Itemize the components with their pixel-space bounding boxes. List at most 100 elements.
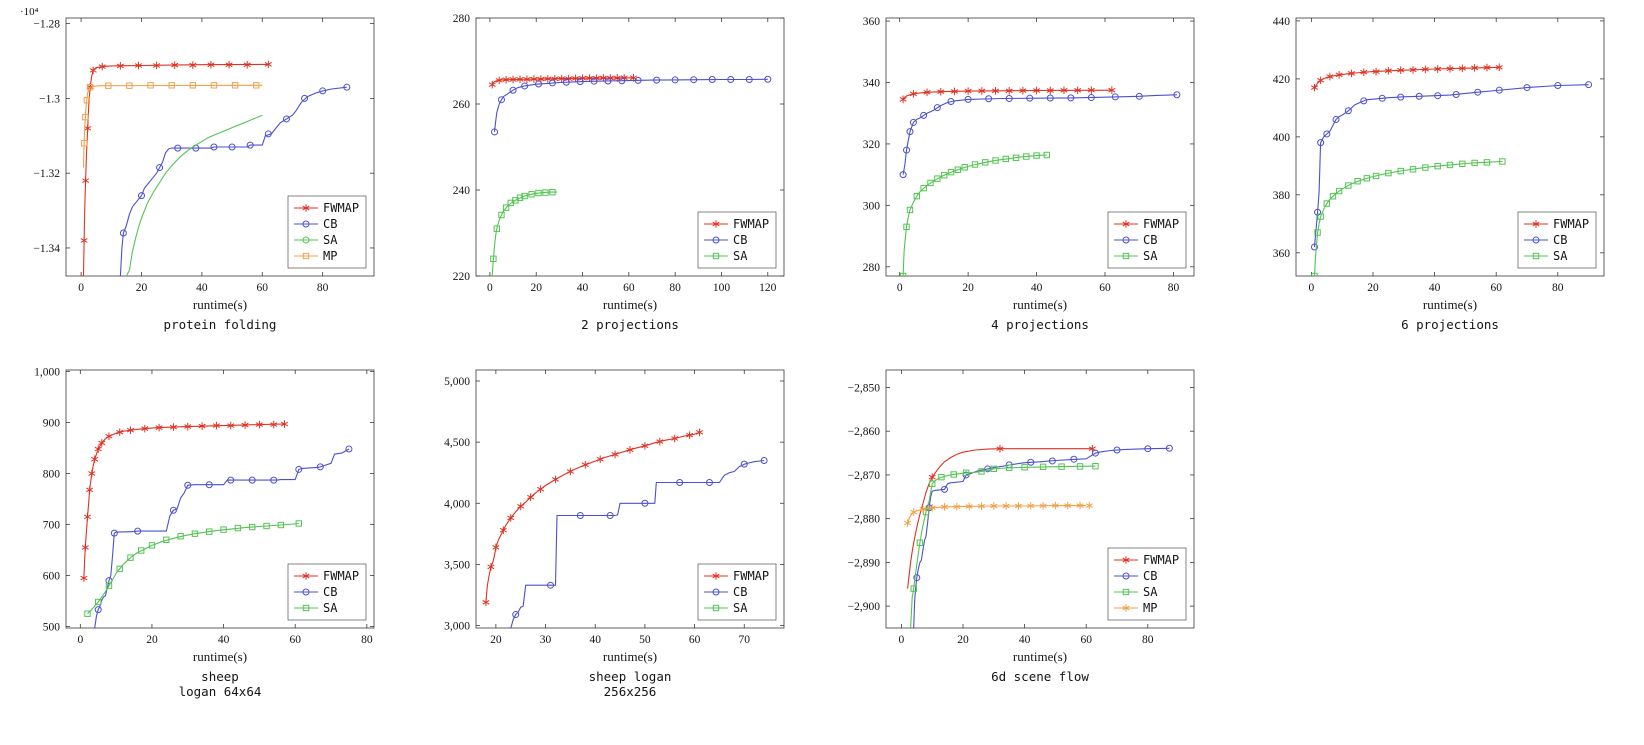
svg-text:20: 20 <box>962 282 974 294</box>
svg-text:260: 260 <box>453 99 471 111</box>
svg-text:0: 0 <box>77 634 83 646</box>
legend-label-MP: MP <box>323 249 337 263</box>
plot-area <box>80 60 351 276</box>
legend-label-SA: SA <box>1143 249 1158 263</box>
plot-area <box>904 444 1173 628</box>
svg-text:120: 120 <box>759 282 777 294</box>
legend-label-SA: SA <box>323 601 338 615</box>
series-line-CB <box>493 78 768 132</box>
series-marks-FWMAP <box>482 428 704 607</box>
svg-text:440: 440 <box>1273 16 1291 28</box>
series-marks-CB <box>119 83 351 237</box>
x-axis-label: runtime(s) <box>1423 297 1477 312</box>
svg-text:700: 700 <box>43 519 61 531</box>
legend-label-SA: SA <box>733 601 748 615</box>
svg-text:5,000: 5,000 <box>444 376 470 388</box>
series-line-SA <box>902 154 1047 276</box>
svg-text:800: 800 <box>43 469 61 481</box>
svg-text:300: 300 <box>863 200 881 212</box>
svg-text:70: 70 <box>739 634 751 646</box>
series-marks-FWMAP <box>899 86 1116 104</box>
svg-text:60: 60 <box>1099 282 1111 294</box>
legend: FWMAP CB SA <box>697 211 777 269</box>
plot-area <box>80 420 353 628</box>
svg-text:0: 0 <box>897 282 903 294</box>
svg-text:3,000: 3,000 <box>444 621 470 633</box>
legend-label-FWMAP: FWMAP <box>1553 217 1589 231</box>
plot-area <box>899 86 1181 276</box>
series-line-SA <box>1313 160 1503 276</box>
svg-text:20: 20 <box>490 634 502 646</box>
series-line-CB <box>913 447 1170 628</box>
plot-frame <box>885 369 1195 629</box>
svg-text:1,000: 1,000 <box>34 367 60 379</box>
series-line-SA <box>125 114 263 276</box>
svg-text:−1.32: −1.32 <box>33 168 60 180</box>
legend: FWMAP CB SA <box>1517 211 1597 269</box>
chart-title: 2 projections <box>581 317 679 332</box>
chart-protein-folding: 0 20 40 60 80 −1.28 −1.3 −1.32 −1.34 ·10⁴ FWMAP CB S… <box>14 4 386 354</box>
svg-text:4,000: 4,000 <box>444 498 470 510</box>
svg-text:60: 60 <box>1490 282 1502 294</box>
plot-area <box>488 73 772 276</box>
legend-label-FWMAP: FWMAP <box>1143 553 1179 567</box>
legend-label-SA: SA <box>1143 585 1158 599</box>
svg-text:80: 80 <box>317 282 329 294</box>
legend-label-CB: CB <box>1143 569 1157 583</box>
series-line-SA <box>491 191 558 276</box>
chart-svg-6d-scene-flow: 0 20 40 60 80 −2,850 −2,860 −2,870 −2,880 −2,890 −… <box>848 369 1195 684</box>
svg-text:0: 0 <box>1309 282 1315 294</box>
plot-frame <box>885 17 1195 277</box>
legend-label-MP: MP <box>1143 601 1157 615</box>
series-marks-FWMAP <box>488 73 638 89</box>
svg-text:340: 340 <box>863 78 881 90</box>
series-line-CB <box>1313 84 1589 248</box>
svg-text:600: 600 <box>43 570 61 582</box>
svg-text:−2,860: −2,860 <box>848 426 881 438</box>
svg-text:−2,900: −2,900 <box>848 601 881 613</box>
series-marks-SA <box>899 151 1051 276</box>
chart-sheep-logan-64: 0 20 40 60 80 500 600 700 800 900 1,000 FWMAP CB SA ru… <box>14 356 386 706</box>
plot-frame <box>65 17 375 277</box>
series-marks-CB <box>491 75 772 136</box>
legend-label-FWMAP: FWMAP <box>323 569 359 583</box>
svg-text:−1.34: −1.34 <box>33 243 60 255</box>
svg-text:900: 900 <box>43 418 61 430</box>
svg-text:280: 280 <box>863 262 881 274</box>
legend: FWMAP CB SA <box>287 563 367 621</box>
chart-svg-4-projections: 0 20 40 60 80 280 300 320 340 360 FWMAP CB SA runtime… <box>863 16 1195 332</box>
svg-text:80: 80 <box>1168 282 1180 294</box>
chart-sheep-logan-256: 20 30 40 50 60 70 3,000 3,500 4,000 4,500 5,000 FWM… <box>424 356 796 706</box>
plot-area <box>482 428 768 628</box>
chart-title: logan 64x64 <box>179 684 262 699</box>
axis-ticks: 0 20 40 60 80 500 600 700 800 900 1,000 <box>34 367 374 646</box>
series-line-CB <box>510 459 765 628</box>
legend-label-CB: CB <box>1143 233 1157 247</box>
chart-title: 6d scene flow <box>991 669 1089 684</box>
svg-text:60: 60 <box>689 634 701 646</box>
series-line-FWMAP <box>907 448 1093 589</box>
series-marks-MP <box>80 82 260 147</box>
plot-frame <box>1295 17 1605 277</box>
series-marks-CB <box>899 91 1181 179</box>
x-axis-label: runtime(s) <box>1013 649 1067 664</box>
plot-frame <box>475 369 785 629</box>
legend-label-CB: CB <box>733 585 747 599</box>
svg-text:−2,850: −2,850 <box>848 382 881 394</box>
svg-text:360: 360 <box>863 16 881 28</box>
svg-text:40: 40 <box>589 634 601 646</box>
chart-row-top: 0 20 40 60 80 −1.28 −1.3 −1.32 −1.34 ·10⁴ FWMAP CB S… <box>14 4 1644 354</box>
axis-ticks: 0 20 40 60 80 −2,850 −2,860 −2,870 −2,880 −2,890 −… <box>848 370 1194 646</box>
legend-label-FWMAP: FWMAP <box>733 569 769 583</box>
svg-text:60: 60 <box>623 282 635 294</box>
chart-2-projections: 0 20 40 60 80 100 120 220 240 260 280 FWMAP CB SA runt… <box>424 4 796 354</box>
legend: FWMAP CB SA <box>1107 211 1187 269</box>
chart-6-projections: 0 20 40 60 80 360 380 400 420 440 FWMAP CB SA runtime… <box>1244 4 1616 354</box>
figure-grid: 0 20 40 60 80 −1.28 −1.3 −1.32 −1.34 ·10⁴ FWMAP CB S… <box>14 4 1644 706</box>
x-axis-label: runtime(s) <box>193 297 247 312</box>
svg-text:60: 60 <box>289 634 301 646</box>
plot-frame <box>475 17 785 277</box>
svg-text:−2,880: −2,880 <box>848 514 881 526</box>
svg-text:40: 40 <box>1019 634 1031 646</box>
legend-label-SA: SA <box>733 249 748 263</box>
